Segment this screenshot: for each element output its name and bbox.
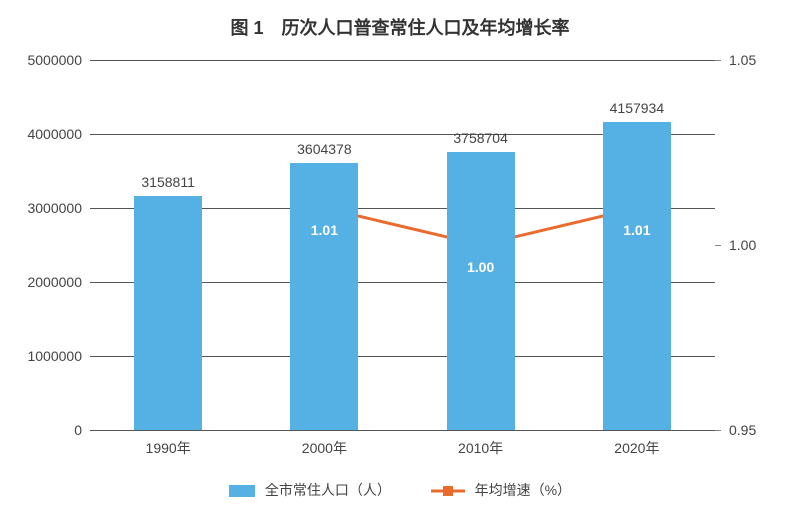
y-left-tick-label: 2000000	[22, 274, 82, 290]
bar	[447, 152, 515, 430]
x-tick-label: 1990年	[146, 438, 191, 458]
bar-value-label: 3758704	[453, 130, 508, 146]
y-right-tick-label: 1.05	[729, 52, 789, 68]
y-left-tick-label: 1000000	[22, 348, 82, 364]
bar	[603, 122, 671, 430]
y-left-tick-label: 0	[22, 422, 82, 438]
y-left-tick-label: 4000000	[22, 126, 82, 142]
legend: 全市常住人口（人） 年均增速（%）	[0, 480, 800, 500]
legend-swatch-line	[431, 484, 465, 498]
legend-item-line: 年均增速（%）	[431, 480, 571, 500]
chart-container: 图 1 历次人口普查常住人口及年均增长率 3158811 3604378 37587…	[0, 0, 800, 514]
x-tick-label: 2010年	[458, 438, 503, 458]
chart-title: 图 1 历次人口普查常住人口及年均增长率	[0, 14, 800, 40]
y-left-tick-label: 5000000	[22, 52, 82, 68]
legend-label-bar: 全市常住人口（人）	[265, 482, 391, 498]
bar	[290, 163, 358, 430]
grid-line	[90, 60, 715, 61]
x-tick-label: 2020年	[614, 438, 659, 458]
bar-value-label: 3604378	[297, 141, 352, 157]
line-value-label: 1.01	[311, 222, 338, 238]
y-left-tick-label: 3000000	[22, 200, 82, 216]
bar-value-label: 3158811	[141, 174, 194, 190]
legend-swatch-bar	[229, 485, 255, 497]
bar-value-label: 4157934	[610, 100, 665, 116]
bar	[134, 196, 202, 430]
legend-label-line: 年均增速（%）	[475, 482, 571, 498]
y-right-tick-mark	[715, 60, 721, 61]
y-right-tick-label: 0.95	[729, 422, 789, 438]
y-right-tick-label: 1.00	[729, 237, 789, 253]
legend-item-bar: 全市常住人口（人）	[229, 480, 391, 500]
plot-area: 3158811 3604378 3758704 4157934 1.01 1.00 1.01	[90, 60, 715, 430]
y-right-tick-mark	[715, 245, 721, 246]
y-right-tick-mark	[715, 430, 721, 431]
x-tick-label: 2000年	[302, 438, 347, 458]
line-value-label: 1.00	[467, 259, 494, 275]
line-value-label: 1.01	[623, 222, 650, 238]
baseline	[90, 430, 715, 431]
